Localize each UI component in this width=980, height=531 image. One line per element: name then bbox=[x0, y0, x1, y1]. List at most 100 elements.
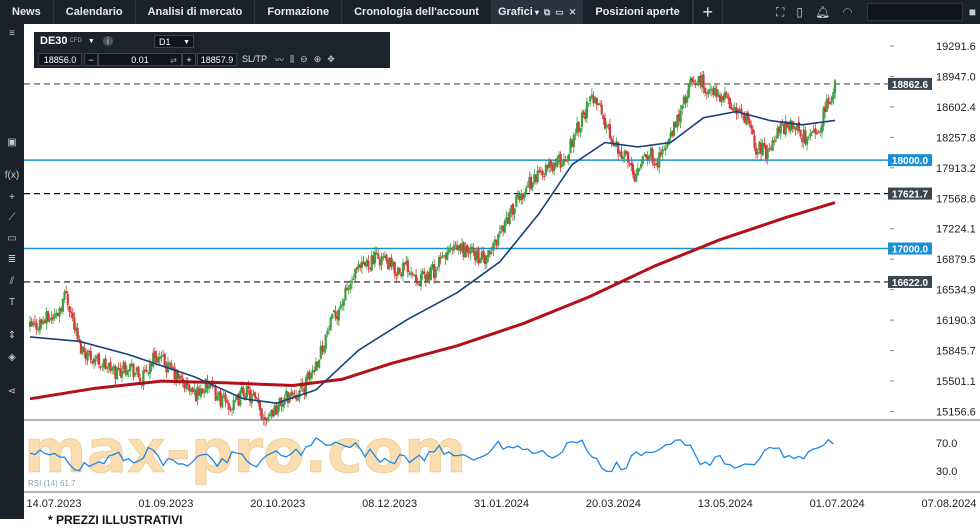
fibonacci-icon[interactable]: ≣ bbox=[7, 254, 17, 265]
tab-analisi-di-mercato[interactable]: Analisi di mercato bbox=[136, 0, 256, 24]
symbol-label[interactable]: DE30 bbox=[40, 35, 68, 47]
bell-icon[interactable]: 🔔︎ bbox=[815, 5, 831, 19]
candle-body bbox=[142, 370, 145, 387]
rsi-label: RSI (14) 61.7 bbox=[28, 479, 76, 488]
share-icon[interactable]: ⋖ bbox=[7, 386, 17, 397]
rectangle-icon[interactable]: ▭ bbox=[7, 233, 17, 244]
candle-body bbox=[158, 356, 161, 360]
candle-body bbox=[372, 255, 375, 265]
candle-body bbox=[347, 288, 350, 291]
tab-cronologia-account[interactable]: Cronologia dell'account bbox=[342, 0, 492, 24]
lot-increase-button[interactable]: + bbox=[182, 52, 196, 66]
candle-body bbox=[388, 257, 391, 268]
candle-body bbox=[199, 388, 202, 397]
candle-body bbox=[104, 358, 107, 369]
candle-body bbox=[114, 366, 117, 379]
lot-decrease-button[interactable]: − bbox=[84, 52, 98, 66]
candle-body bbox=[222, 393, 225, 395]
candle-body bbox=[232, 400, 235, 410]
account-box[interactable] bbox=[866, 3, 963, 21]
time-tick-label: 20.03.2024 bbox=[586, 498, 641, 510]
candle-body bbox=[391, 261, 395, 266]
time-tick-label: 13.05.2024 bbox=[698, 498, 753, 510]
candle-body bbox=[733, 107, 736, 110]
chevron-down-icon[interactable]: ▾ bbox=[534, 7, 539, 17]
candle-body bbox=[244, 395, 247, 399]
pitchfork-icon[interactable]: ⫽ bbox=[9, 276, 15, 287]
layout-icon[interactable]: ▯ bbox=[796, 5, 804, 19]
timeframe-select[interactable]: D1 ▼ bbox=[154, 35, 194, 48]
candle-body bbox=[743, 113, 746, 123]
instrument-type: CFD bbox=[69, 38, 82, 44]
candle-body bbox=[824, 106, 827, 113]
template-icon[interactable]: ⫼ bbox=[290, 53, 295, 64]
detach-icon[interactable]: ⧉ bbox=[543, 6, 551, 17]
candle-body bbox=[531, 182, 534, 188]
tab-grafici[interactable]: Grafici ▾ ⧉ ▭ ✕ bbox=[491, 0, 584, 24]
watermark-text: max-pro.com bbox=[24, 417, 466, 487]
chevron-down-icon[interactable]: ▼ bbox=[87, 37, 95, 45]
time-tick-label: 20.10.2023 bbox=[250, 498, 305, 510]
candle-body bbox=[528, 177, 531, 187]
candle-body bbox=[155, 356, 158, 363]
fullscreen-icon[interactable]: ⛶ bbox=[776, 4, 785, 19]
candle-body bbox=[649, 147, 653, 156]
zoom-in-icon[interactable]: ⊕ bbox=[313, 53, 322, 64]
add-tab-button[interactable]: + bbox=[692, 0, 723, 24]
zoom-out-icon[interactable]: ⊖ bbox=[300, 53, 308, 64]
swap-icon[interactable]: ⇄ bbox=[170, 55, 177, 65]
minimize-tab-icon[interactable]: ▭ bbox=[555, 6, 564, 17]
candle-body bbox=[429, 267, 432, 281]
price-chart[interactable]: 19291.6 18947.0 18602.4 18257.8 17913.2 17568… bbox=[24, 24, 980, 519]
candle-body bbox=[367, 261, 370, 267]
candle-body bbox=[273, 405, 276, 415]
tab-news[interactable]: News bbox=[0, 0, 54, 24]
candle-body bbox=[137, 366, 140, 378]
chart-canvas[interactable]: 19291.6 18947.0 18602.4 18257.8 17913.2 17568… bbox=[24, 24, 980, 519]
candle-body bbox=[81, 346, 84, 353]
lot-size-input[interactable]: 0.01 ⇄ bbox=[98, 52, 182, 66]
candle-body bbox=[385, 254, 388, 261]
tab-formazione[interactable]: Formazione bbox=[255, 0, 343, 24]
candle-body bbox=[58, 308, 61, 317]
candle-body bbox=[671, 130, 674, 136]
candle-body bbox=[265, 418, 268, 420]
candle-body bbox=[830, 97, 833, 103]
sell-price-button[interactable]: 18856.0 bbox=[38, 52, 82, 66]
close-icon[interactable]: ■ bbox=[968, 5, 976, 19]
candle-body bbox=[454, 243, 457, 245]
candle-body bbox=[428, 272, 431, 280]
candle-body bbox=[30, 321, 33, 327]
candle-body bbox=[352, 278, 355, 280]
candle-body bbox=[658, 152, 661, 168]
candle-body bbox=[332, 310, 336, 313]
price-tick-label: 18257.8 bbox=[936, 132, 976, 144]
candle-body bbox=[607, 124, 610, 126]
trendline-icon[interactable]: ⟋ bbox=[8, 212, 16, 223]
candle-body bbox=[339, 305, 342, 309]
candle-body bbox=[748, 119, 751, 124]
text-icon[interactable]: T bbox=[8, 297, 16, 308]
crosshair-icon[interactable]: + bbox=[9, 192, 15, 203]
close-tab-icon[interactable]: ✕ bbox=[568, 6, 577, 17]
move-icon[interactable]: ✥ bbox=[327, 53, 335, 64]
candle-body bbox=[43, 320, 46, 323]
buy-price-button[interactable]: 18857.9 bbox=[197, 52, 237, 66]
candle-body bbox=[357, 264, 360, 268]
chart-type-icon[interactable]: ▣ bbox=[7, 137, 17, 148]
tab-posizioni-aperte[interactable]: Posizioni aperte bbox=[583, 0, 693, 24]
candle-body bbox=[406, 260, 409, 273]
sltp-button[interactable]: SL/TP bbox=[242, 54, 268, 64]
candle-body bbox=[102, 359, 106, 368]
tab-calendario[interactable]: Calendario bbox=[54, 0, 136, 24]
measure-icon[interactable]: ⇕ bbox=[7, 330, 17, 341]
time-tick-label: 14.07.2023 bbox=[26, 498, 81, 510]
info-icon[interactable]: i bbox=[102, 36, 113, 46]
candle-body bbox=[337, 309, 340, 321]
candle-body bbox=[718, 95, 722, 102]
indicators-icon[interactable]: f(x) bbox=[4, 170, 20, 181]
chart-style-icon[interactable]: 〰 bbox=[275, 54, 285, 65]
candle-body bbox=[679, 110, 682, 123]
menu-icon[interactable]: ≡ bbox=[9, 28, 15, 39]
layers-icon[interactable]: ◈ bbox=[8, 352, 16, 363]
